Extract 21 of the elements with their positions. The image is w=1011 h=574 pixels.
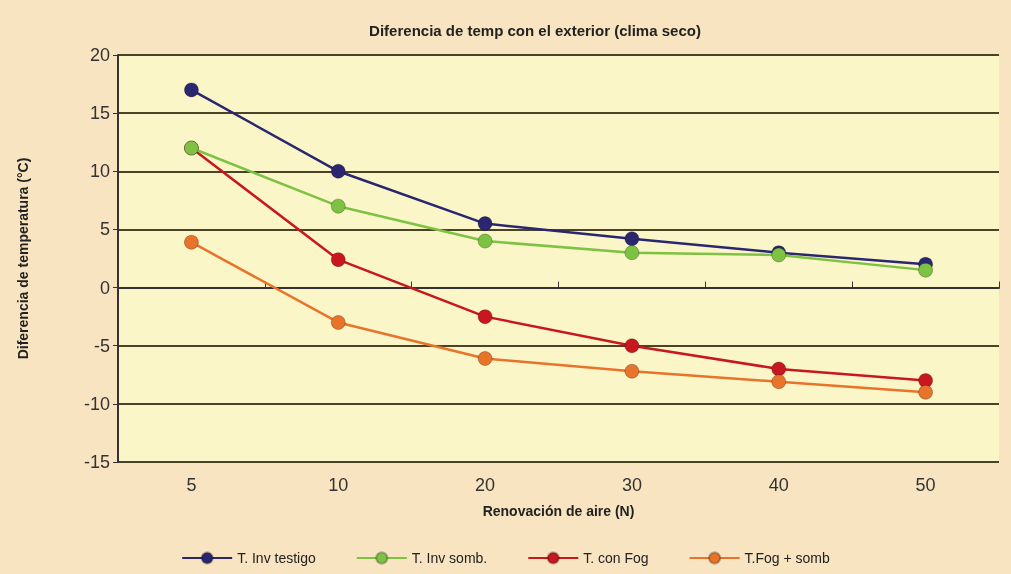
x-tick-label: 50 — [915, 475, 936, 495]
y-tick-label: -15 — [83, 452, 110, 472]
y-axis-title: Diferencia de temperatura (°C) — [15, 157, 31, 360]
x-axis-title: Renovación de aire (N) — [482, 503, 635, 519]
y-tick-label: 20 — [89, 45, 110, 65]
legend-label: T. Inv testigo — [237, 550, 316, 566]
y-tick-label: 10 — [89, 161, 110, 182]
x-tick-label: 40 — [768, 475, 789, 495]
chart-title: Diferencia de temp con el exterior (clima seco) — [369, 22, 701, 39]
x-tick-label: 10 — [328, 475, 349, 495]
legend-label: T.Fog + somb — [744, 550, 831, 566]
y-tick-label: -10 — [83, 393, 110, 414]
x-tick-label: 5 — [186, 475, 197, 495]
legend-label: T. Inv somb. — [411, 550, 488, 566]
y-tick-label: -5 — [93, 335, 110, 356]
x-tick-label: 30 — [621, 475, 642, 495]
y-tick-label: 15 — [89, 103, 110, 124]
x-tick-label: 20 — [475, 475, 496, 495]
y-tick-label: 0 — [99, 277, 110, 298]
y-tick-label: 5 — [99, 219, 110, 240]
legend-label: T. con Fog — [583, 550, 649, 566]
